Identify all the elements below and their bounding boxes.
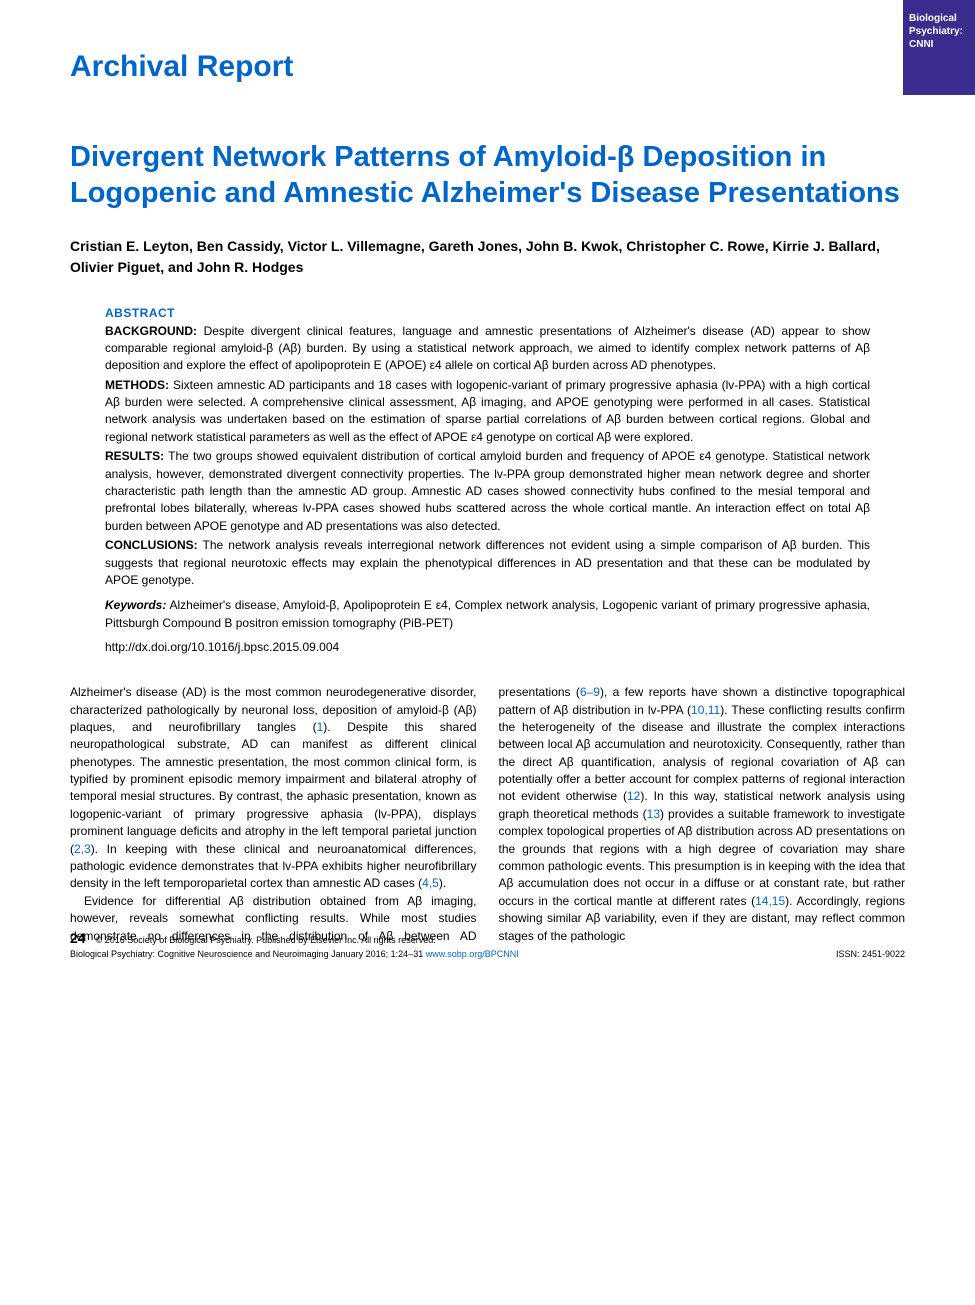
abstract-background: BACKGROUND: Despite divergent clinical f… — [105, 323, 870, 375]
page-footer: 24 © 2016 Society of Biological Psychiat… — [70, 929, 905, 961]
body-paragraph-1: Alzheimer's disease (AD) is the most com… — [70, 684, 477, 893]
reference-link[interactable]: 13 — [647, 807, 660, 821]
results-text: The two groups showed equivalent distrib… — [105, 449, 870, 533]
reference-link[interactable]: 4,5 — [422, 876, 439, 890]
reference-link[interactable]: 6–9 — [580, 685, 600, 699]
abstract-methods: METHODS: Sixteen amnestic AD participant… — [105, 377, 870, 447]
keywords-line: Keywords: Alzheimer's disease, Amyloid-β… — [105, 597, 870, 632]
reference-link[interactable]: 12 — [627, 789, 640, 803]
body-columns: Alzheimer's disease (AD) is the most com… — [70, 684, 905, 945]
copyright-text: © 2016 Society of Biological Psychiatry.… — [96, 934, 436, 947]
abstract-heading: ABSTRACT — [105, 306, 870, 320]
reference-link[interactable]: 2,3 — [74, 842, 91, 856]
abstract-conclusions: CONCLUSIONS: The network analysis reveal… — [105, 537, 870, 589]
body-text-fragment: ). Despite this shared neuropathological… — [70, 720, 477, 856]
body-text-fragment: ). — [439, 876, 446, 890]
body-text-fragment: ). In keeping with these clinical and ne… — [70, 842, 477, 891]
report-type-heading: Archival Report — [70, 50, 905, 84]
journal-corner-tab: Biological Psychiatry: CNNI — [903, 0, 975, 95]
journal-page: Biological Psychiatry: CNNI Archival Rep… — [0, 0, 975, 985]
body-text-fragment: ) provides a suitable framework to inves… — [499, 807, 906, 908]
journal-url[interactable]: www.sobp.org/BPCNNI — [426, 949, 519, 959]
background-text: Despite divergent clinical features, lan… — [105, 324, 870, 373]
citation-text: Biological Psychiatry: Cognitive Neurosc… — [70, 949, 423, 959]
issn-text: ISSN: 2451-9022 — [836, 948, 905, 961]
keywords-text: Alzheimer's disease, Amyloid-β, Apolipop… — [105, 598, 870, 629]
reference-link[interactable]: 14,15 — [755, 894, 785, 908]
article-title: Divergent Network Patterns of Amyloid-β … — [70, 139, 905, 212]
doi-link[interactable]: http://dx.doi.org/10.1016/j.bpsc.2015.09… — [105, 640, 870, 654]
keywords-label: Keywords: — [105, 598, 166, 612]
author-list: Cristian E. Leyton, Ben Cassidy, Victor … — [70, 236, 905, 278]
page-number: 24 — [70, 929, 86, 949]
reference-link[interactable]: 10,11 — [691, 703, 720, 717]
abstract-results: RESULTS: The two groups showed equivalen… — [105, 448, 870, 535]
methods-text: Sixteen amnestic AD participants and 18 … — [105, 378, 870, 444]
conclusions-text: The network analysis reveals interregion… — [105, 538, 870, 587]
abstract-block: ABSTRACT BACKGROUND: Despite divergent c… — [70, 306, 905, 655]
background-label: BACKGROUND: — [105, 324, 197, 338]
results-label: RESULTS: — [105, 449, 164, 463]
methods-label: METHODS: — [105, 378, 169, 392]
conclusions-label: CONCLUSIONS: — [105, 538, 198, 552]
